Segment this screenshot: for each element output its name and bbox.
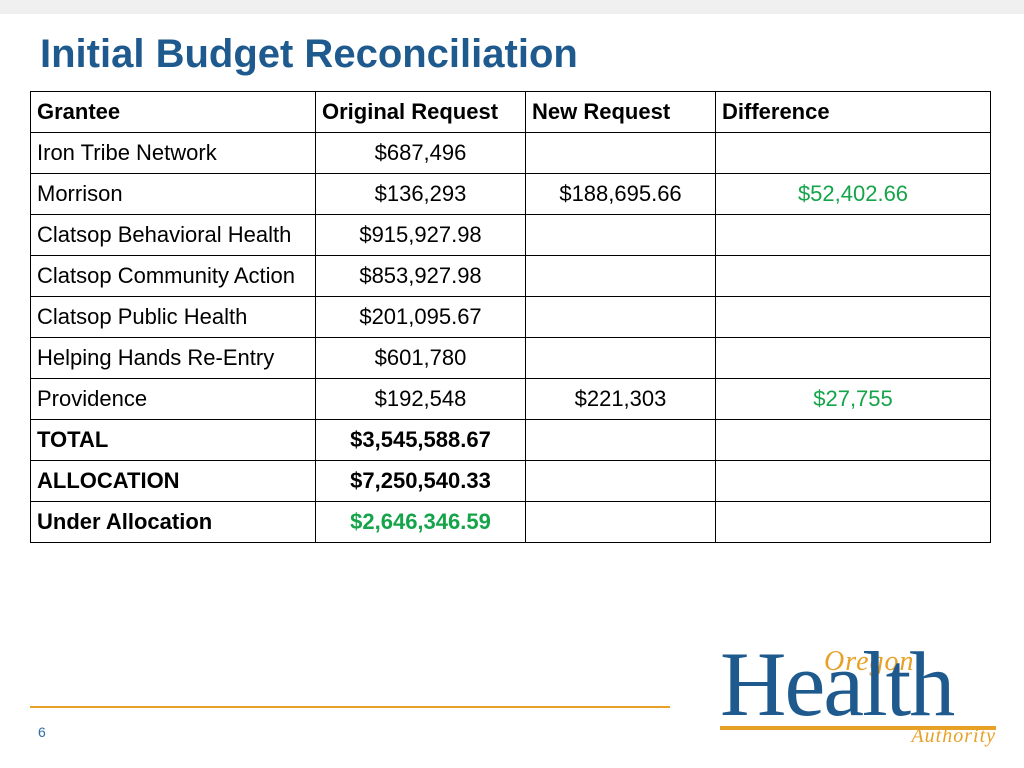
cell-new	[526, 133, 716, 174]
cell-difference: $27,755	[716, 379, 991, 420]
cell-difference	[716, 502, 991, 543]
cell-original: $601,780	[316, 338, 526, 379]
table-row: TOTAL$3,545,588.67	[31, 420, 991, 461]
cell-new: $188,695.66	[526, 174, 716, 215]
col-grantee: Grantee	[31, 92, 316, 133]
cell-grantee: Iron Tribe Network	[31, 133, 316, 174]
cell-difference	[716, 215, 991, 256]
table-row: Clatsop Behavioral Health$915,927.98	[31, 215, 991, 256]
cell-new	[526, 297, 716, 338]
budget-table: Grantee Original Request New Request Dif…	[30, 91, 991, 543]
logo-authority: Authority	[911, 725, 996, 748]
oregon-health-authority-logo: Oregon Health Authority	[720, 644, 1000, 754]
table-row: Helping Hands Re-Entry$601,780	[31, 338, 991, 379]
table-row: Clatsop Public Health$201,095.67	[31, 297, 991, 338]
logo-health: Health	[720, 638, 953, 730]
cell-original: $3,545,588.67	[316, 420, 526, 461]
cell-grantee: Helping Hands Re-Entry	[31, 338, 316, 379]
col-new: New Request	[526, 92, 716, 133]
col-difference: Difference	[716, 92, 991, 133]
cell-original: $136,293	[316, 174, 526, 215]
cell-grantee: Clatsop Community Action	[31, 256, 316, 297]
cell-original: $915,927.98	[316, 215, 526, 256]
cell-original: $687,496	[316, 133, 526, 174]
table-row: Clatsop Community Action$853,927.98	[31, 256, 991, 297]
cell-original: $201,095.67	[316, 297, 526, 338]
cell-original: $853,927.98	[316, 256, 526, 297]
cell-difference	[716, 256, 991, 297]
cell-difference	[716, 420, 991, 461]
cell-grantee: Clatsop Behavioral Health	[31, 215, 316, 256]
cell-difference	[716, 297, 991, 338]
cell-difference	[716, 133, 991, 174]
cell-new	[526, 215, 716, 256]
cell-original: $192,548	[316, 379, 526, 420]
cell-grantee: ALLOCATION	[31, 461, 316, 502]
table-header-row: Grantee Original Request New Request Dif…	[31, 92, 991, 133]
cell-grantee: Providence	[31, 379, 316, 420]
cell-new	[526, 502, 716, 543]
cell-new	[526, 338, 716, 379]
cell-original: $2,646,346.59	[316, 502, 526, 543]
page-title: Initial Budget Reconciliation	[40, 32, 1024, 77]
table-row: ALLOCATION$7,250,540.33	[31, 461, 991, 502]
table-row: Iron Tribe Network$687,496	[31, 133, 991, 174]
cell-grantee: Morrison	[31, 174, 316, 215]
cell-new	[526, 461, 716, 502]
cell-new	[526, 420, 716, 461]
cell-grantee: Clatsop Public Health	[31, 297, 316, 338]
table-row: Providence$192,548$221,303$27,755	[31, 379, 991, 420]
footer-rule	[30, 706, 670, 708]
cell-grantee: Under Allocation	[31, 502, 316, 543]
table-row: Under Allocation$2,646,346.59	[31, 502, 991, 543]
table-row: Morrison$136,293$188,695.66$52,402.66	[31, 174, 991, 215]
col-original: Original Request	[316, 92, 526, 133]
cell-difference	[716, 338, 991, 379]
cell-original: $7,250,540.33	[316, 461, 526, 502]
cell-difference	[716, 461, 991, 502]
slide: Initial Budget Reconciliation Grantee Or…	[0, 0, 1024, 768]
cell-new: $221,303	[526, 379, 716, 420]
cell-difference: $52,402.66	[716, 174, 991, 215]
cell-grantee: TOTAL	[31, 420, 316, 461]
page-number: 6	[38, 724, 46, 740]
cell-new	[526, 256, 716, 297]
